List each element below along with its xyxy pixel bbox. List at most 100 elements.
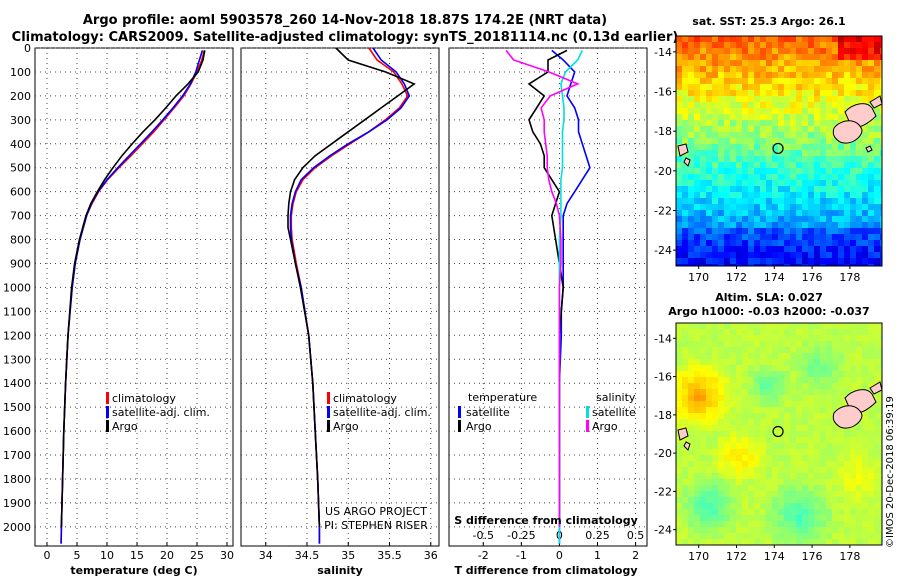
sla-cell [844, 473, 850, 479]
sla-cell [784, 425, 790, 431]
sst-cell [832, 264, 838, 266]
sst-cell [676, 216, 682, 222]
sla-cell [730, 455, 736, 461]
sst-cell [700, 264, 706, 266]
sla-cell [868, 491, 874, 497]
sst-cell [790, 210, 796, 216]
sla-cell [802, 335, 808, 341]
sst-cell [850, 264, 856, 266]
sst-cell [838, 240, 844, 246]
sla-cell [730, 389, 736, 395]
sst-cell [868, 258, 874, 264]
sla-cell [694, 467, 700, 473]
sst-cell [826, 192, 832, 198]
sst-cell [760, 144, 766, 150]
sst-cell [862, 42, 868, 48]
sst-cell [700, 114, 706, 120]
sla-cell [700, 533, 706, 539]
sla-cell [718, 527, 724, 533]
sst-cell [850, 156, 856, 162]
sla-cell [856, 365, 862, 371]
sst-cell [754, 228, 760, 234]
sst-cell [736, 150, 742, 156]
sla-cell [796, 497, 802, 503]
depth-tick-label: 1500 [3, 401, 31, 414]
sst-cell [712, 264, 718, 266]
sla-cell [694, 461, 700, 467]
sst-cell [772, 114, 778, 120]
sst-cell [754, 168, 760, 174]
sla-cell [730, 353, 736, 359]
sla-cell [874, 467, 880, 473]
sst-cell [724, 90, 730, 96]
sla-cell [820, 407, 826, 413]
sst-cell [742, 246, 748, 252]
sla-cell [724, 539, 730, 545]
sla-cell [796, 521, 802, 527]
sla-cell [868, 473, 874, 479]
sla-cell [742, 521, 748, 527]
sla-cell [712, 443, 718, 449]
sla-cell [820, 521, 826, 527]
sst-cell [694, 252, 700, 258]
sst-cell [790, 120, 796, 126]
sla-cell [802, 455, 808, 461]
sst-cell [688, 138, 694, 144]
sla-cell [682, 479, 688, 485]
sst-cell [808, 72, 814, 78]
sla-cell [796, 365, 802, 371]
sst-cell [694, 198, 700, 204]
series-s-argo-line [505, 49, 580, 527]
sla-cell [790, 521, 796, 527]
s-tick-label: 0.5 [627, 529, 645, 542]
sla-cell [832, 509, 838, 515]
sla-cell [838, 497, 844, 503]
sla-cell [850, 527, 856, 533]
sla-cell [778, 353, 784, 359]
sla-cell [838, 341, 844, 347]
sst-cell [700, 42, 706, 48]
sla-cell [688, 527, 694, 533]
sst-cell [724, 216, 730, 222]
sla-cell [850, 503, 856, 509]
sla-cell [712, 413, 718, 419]
sst-cell [820, 36, 826, 42]
sla-cell [730, 359, 736, 365]
sla-cell [742, 449, 748, 455]
sla-cell [856, 527, 862, 533]
sla-cell [754, 455, 760, 461]
sst-cell [880, 114, 882, 120]
sst-cell [850, 228, 856, 234]
sla-cell [808, 497, 814, 503]
sla-cell [724, 371, 730, 377]
sla-cell [772, 323, 778, 329]
sst-cell [748, 210, 754, 216]
sla-cell [772, 473, 778, 479]
sst-cell [748, 96, 754, 102]
sla-cell [838, 329, 844, 335]
sla-cell [766, 347, 772, 353]
sla-cell [832, 335, 838, 341]
sla-cell [694, 443, 700, 449]
sla-cell [724, 431, 730, 437]
sst-cell [808, 240, 814, 246]
sst-cell [862, 204, 868, 210]
sla-cell [844, 521, 850, 527]
sla-cell [856, 497, 862, 503]
sla-cell [778, 323, 784, 329]
sst-cell [706, 60, 712, 66]
sla-cell [802, 425, 808, 431]
sst-cell [874, 264, 880, 266]
sst-cell [850, 84, 856, 90]
sst-cell [784, 168, 790, 174]
sst-cell [778, 126, 784, 132]
sst-cell [844, 60, 850, 66]
sst-cell [796, 78, 802, 84]
sst-cell [832, 252, 838, 258]
sst-cell [742, 186, 748, 192]
sst-cell [718, 114, 724, 120]
sst-cell [748, 156, 754, 162]
sla-cell [880, 509, 882, 515]
sla-cell [820, 485, 826, 491]
sla-cell [838, 395, 844, 401]
